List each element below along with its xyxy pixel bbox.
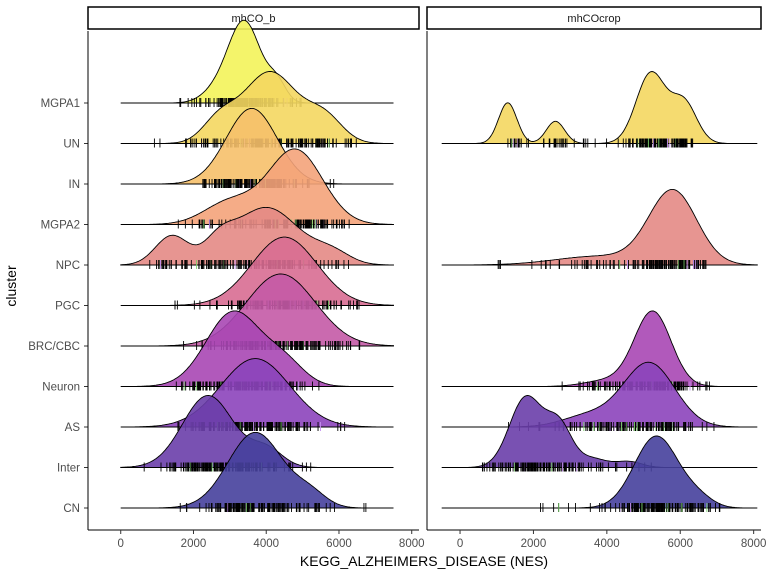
y-tick-label: MGPA2 xyxy=(41,220,80,232)
panel-mhCOcrop: mhCOcrop 0 2000 4000 6000 8000 xyxy=(426,6,767,550)
y-tick-label: UN xyxy=(63,139,80,151)
ridge-NPC xyxy=(441,188,758,266)
y-tick-label: PGC xyxy=(55,301,80,313)
ridge-UN xyxy=(120,71,394,144)
y-tick-label: Neuron xyxy=(42,382,80,394)
x-tick-label: 2000 xyxy=(521,538,547,550)
ridge-CN xyxy=(120,431,394,509)
ridge-Neuron xyxy=(120,310,394,387)
rug-CN xyxy=(540,503,721,512)
y-tick-label: MGPA1 xyxy=(41,98,80,110)
x-tick-label: 8000 xyxy=(741,538,767,550)
x-tick-label: 2000 xyxy=(181,538,207,550)
ridge-Inter xyxy=(441,395,758,468)
y-tick-label: Inter xyxy=(57,463,80,475)
panel-strip-label: mhCO_b xyxy=(231,13,275,25)
ridge-PGC xyxy=(120,236,394,306)
x-tick-label: 4000 xyxy=(594,538,620,550)
y-tick-label: CN xyxy=(63,503,80,515)
panel-strip xyxy=(87,6,420,30)
y-tick-label: AS xyxy=(65,422,81,434)
ridge-UN xyxy=(441,71,758,144)
y-tick-label: IN xyxy=(69,179,81,191)
chart-panels: mhCO_b 0 2000 4000 6000 8000 mhCOcrop 0 2000 4000… xyxy=(87,6,767,550)
ridge-AS xyxy=(120,358,394,428)
panel-mhCO_b: mhCO_b 0 2000 4000 6000 8000 xyxy=(87,6,425,550)
panel-strip xyxy=(426,6,762,30)
x-tick-label: 0 xyxy=(118,538,124,550)
y-axis: MGPA1 UN IN MGPA2 NPC PGC BRC/CBC Neuron AS Inter… xyxy=(28,98,88,515)
x-tick-label: 4000 xyxy=(253,538,279,550)
rug-CN xyxy=(179,503,367,512)
rug-MGPA2 xyxy=(177,219,350,229)
y-axis-title: cluster xyxy=(3,265,19,307)
ridge-BRC/CBC xyxy=(120,273,394,347)
rug-NPC xyxy=(497,260,707,269)
ridge-MGPA1 xyxy=(120,19,394,104)
x-tick-label: 8000 xyxy=(399,538,425,550)
panel-strip-label: mhCOcrop xyxy=(567,13,620,25)
y-tick-label: NPC xyxy=(56,260,80,272)
y-tick-label: BRC/CBC xyxy=(28,341,80,353)
ridge-MGPA2 xyxy=(120,148,394,225)
rug-UN xyxy=(507,138,694,148)
ridge-Neuron xyxy=(441,310,758,387)
ridge-NPC xyxy=(120,206,394,266)
ridge-IN xyxy=(120,107,394,185)
x-axis-title: KEGG_ALZHEIMERS_DISEASE (NES) xyxy=(300,553,548,569)
rug-Inter xyxy=(481,462,652,472)
x-tick-label: 6000 xyxy=(667,538,693,550)
ridge-CN xyxy=(441,435,758,509)
rug-AS xyxy=(507,422,715,431)
x-tick-label: 6000 xyxy=(326,538,352,550)
ridge-AS xyxy=(441,361,758,428)
x-tick-label: 0 xyxy=(457,538,463,550)
